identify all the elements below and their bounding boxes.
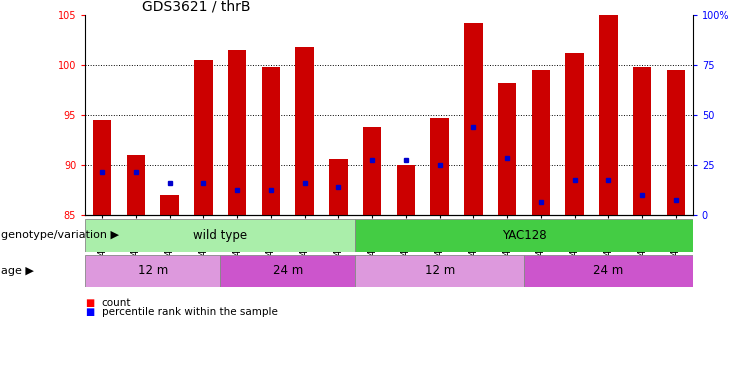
Text: 24 m: 24 m	[273, 265, 303, 277]
Text: wild type: wild type	[193, 229, 247, 242]
Text: 12 m: 12 m	[138, 265, 168, 277]
Bar	[355, 255, 524, 287]
Bar	[227, 50, 247, 215]
Bar	[85, 219, 355, 252]
Bar	[498, 83, 516, 215]
Text: ■: ■	[85, 307, 94, 317]
Bar	[524, 255, 693, 287]
Bar	[329, 159, 348, 215]
Bar	[599, 5, 618, 215]
Bar	[220, 255, 355, 287]
Text: count: count	[102, 298, 131, 308]
Text: age ▶: age ▶	[1, 266, 33, 276]
Bar	[296, 47, 314, 215]
Text: 24 m: 24 m	[594, 265, 624, 277]
Bar	[363, 127, 382, 215]
Bar	[396, 165, 415, 215]
Bar	[194, 60, 213, 215]
Text: GDS3621 / thrB: GDS3621 / thrB	[142, 0, 250, 13]
Bar	[565, 53, 584, 215]
Bar	[93, 120, 111, 215]
Text: percentile rank within the sample: percentile rank within the sample	[102, 307, 277, 317]
Text: 12 m: 12 m	[425, 265, 455, 277]
Bar	[464, 23, 482, 215]
Bar	[127, 155, 145, 215]
Bar	[531, 70, 551, 215]
Text: YAC128: YAC128	[502, 229, 546, 242]
Text: ■: ■	[85, 298, 94, 308]
Bar	[667, 70, 685, 215]
Text: genotype/variation ▶: genotype/variation ▶	[1, 230, 119, 240]
Bar	[85, 255, 220, 287]
Bar	[355, 219, 693, 252]
Bar	[262, 67, 280, 215]
Bar	[633, 67, 651, 215]
Bar	[160, 195, 179, 215]
Bar	[431, 118, 449, 215]
